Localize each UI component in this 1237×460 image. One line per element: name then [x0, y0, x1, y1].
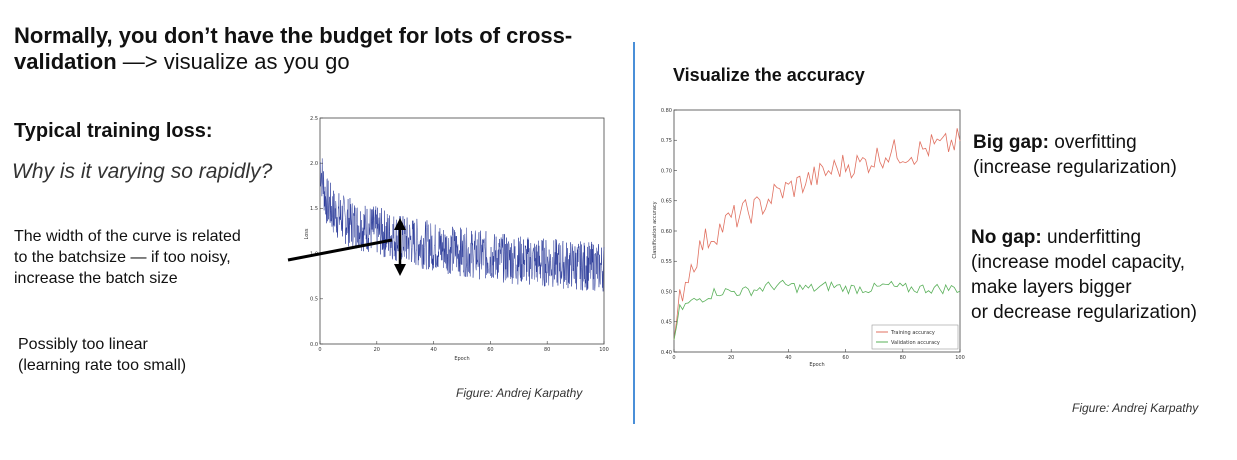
loss-x-axis-label: Epoch	[454, 356, 469, 362]
accuracy-x-ticks: 0 20 40 60 80 100	[672, 349, 965, 361]
big-gap-note: Big gap: overfitting (increase regulariz…	[973, 130, 1177, 180]
big-gap-text: overfitting	[1049, 132, 1137, 153]
no-gap-bold: No gap:	[971, 227, 1042, 248]
heading-bold-word: validation	[14, 49, 117, 74]
no-gap-line-1: No gap: underfitting	[971, 225, 1197, 250]
loss-series	[319, 158, 605, 292]
main-heading: Normally, you don’t have the budget for …	[14, 23, 614, 75]
loss-subheading: Typical training loss:	[14, 120, 213, 142]
width-note-line-1: The width of the curve is related	[14, 228, 241, 245]
pointer-line	[287, 238, 393, 262]
arrow-down-head	[394, 264, 406, 276]
loss-x-tick-label-2: 40	[430, 347, 436, 353]
validation-accuracy-line	[673, 279, 961, 340]
loss-y-tick-label-4: 2.0	[310, 161, 318, 167]
accuracy-series	[673, 128, 961, 340]
big-gap-line-2: (increase regularization)	[973, 157, 1177, 178]
no-gap-line-3: make layers bigger	[971, 277, 1132, 298]
accuracy-y-tick-label-1: 0.45	[661, 320, 672, 326]
accuracy-x-axis-label: Epoch	[809, 362, 824, 368]
loss-y-tick-label-1: 0.5	[310, 297, 318, 303]
no-gap-line-2: (increase model capacity,	[971, 252, 1186, 273]
loss-y-tick-label-5: 2.5	[310, 116, 318, 122]
loss-question: Why is it varying so rapidly?	[12, 160, 273, 183]
accuracy-y-tick-label-0: 0.40	[661, 350, 672, 356]
no-gap-line-4: or decrease regularization)	[971, 302, 1198, 323]
accuracy-x-tick-label-2: 40	[785, 355, 791, 361]
width-note-line-2: to the batchsize — if too noisy,	[14, 249, 231, 266]
accuracy-x-tick-label-3: 60	[842, 355, 848, 361]
accuracy-y-tick-label-6: 0.70	[661, 168, 672, 174]
accuracy-y-axis-label: Classification accuracy	[652, 201, 658, 258]
training-accuracy-line	[673, 128, 961, 340]
width-note: The width of the curve is related to the…	[14, 226, 241, 289]
linear-note-line-2: (learning rate too small)	[18, 357, 187, 374]
loss-line	[319, 158, 605, 292]
no-gap-note: No gap: underfitting (increase model cap…	[971, 225, 1197, 325]
panel-divider	[633, 42, 635, 424]
loss-x-tick-label-5: 100	[599, 347, 609, 353]
accuracy-y-ticks: 0.40 0.45 0.50 0.55 0.60 0.65 0.70 0.75 0.80	[661, 108, 677, 356]
accuracy-x-tick-label-5: 100	[955, 355, 965, 361]
loss-x-ticks: 0 20 40 60 80 100	[318, 341, 609, 353]
loss-y-axis-label: Loss	[304, 228, 310, 239]
legend-training-label: Training accuracy	[890, 330, 935, 336]
accuracy-x-tick-label-0: 0	[672, 355, 675, 361]
width-annotation	[287, 218, 406, 276]
heading-line-2: validation —> visualize as you go	[14, 49, 614, 75]
accuracy-y-tick-label-5: 0.65	[661, 199, 672, 205]
accuracy-chart: 0.40 0.45 0.50 0.55 0.60 0.65 0.70 0.75 0.80 0 20…	[652, 108, 965, 368]
big-gap-line-1: Big gap: overfitting	[973, 130, 1177, 155]
loss-x-tick-label-3: 60	[487, 347, 493, 353]
accuracy-y-tick-label-3: 0.55	[661, 259, 672, 265]
loss-x-tick-label-1: 20	[374, 347, 380, 353]
linear-note-line-1: Possibly too linear	[18, 336, 148, 353]
linear-note: Possibly too linear (learning rate too s…	[18, 334, 186, 376]
no-gap-text: underfitting	[1041, 227, 1142, 248]
heading-line-1: Normally, you don’t have the budget for …	[14, 23, 573, 48]
arrow-up-head	[394, 218, 406, 230]
legend-validation-label: Validation accuracy	[891, 340, 940, 346]
loss-x-tick-label-0: 0	[318, 347, 321, 353]
accuracy-plot-frame	[673, 109, 961, 353]
loss-y-tick-label-3: 1.5	[310, 206, 318, 212]
accuracy-y-tick-label-2: 0.50	[661, 289, 672, 295]
loss-y-tick-label-0: 0.0	[310, 342, 318, 348]
accuracy-title: Visualize the accuracy	[673, 65, 865, 85]
accuracy-x-tick-label-1: 20	[728, 355, 734, 361]
accuracy-y-tick-label-7: 0.75	[661, 138, 672, 144]
right-figure-credit: Figure: Andrej Karpathy	[1072, 401, 1199, 415]
heading-rest: —> visualize as you go	[116, 49, 350, 74]
legend-box	[871, 324, 959, 350]
accuracy-legend: Training accuracy Validation accuracy	[871, 324, 959, 350]
left-figure-credit: Figure: Andrej Karpathy	[456, 386, 583, 400]
accuracy-y-tick-label-8: 0.80	[661, 108, 672, 114]
accuracy-x-tick-label-4: 80	[900, 355, 906, 361]
loss-x-tick-label-4: 80	[544, 347, 550, 353]
accuracy-y-tick-label-4: 0.60	[661, 229, 672, 235]
width-note-line-3: increase the batch size	[14, 270, 178, 287]
big-gap-bold: Big gap:	[973, 132, 1049, 153]
